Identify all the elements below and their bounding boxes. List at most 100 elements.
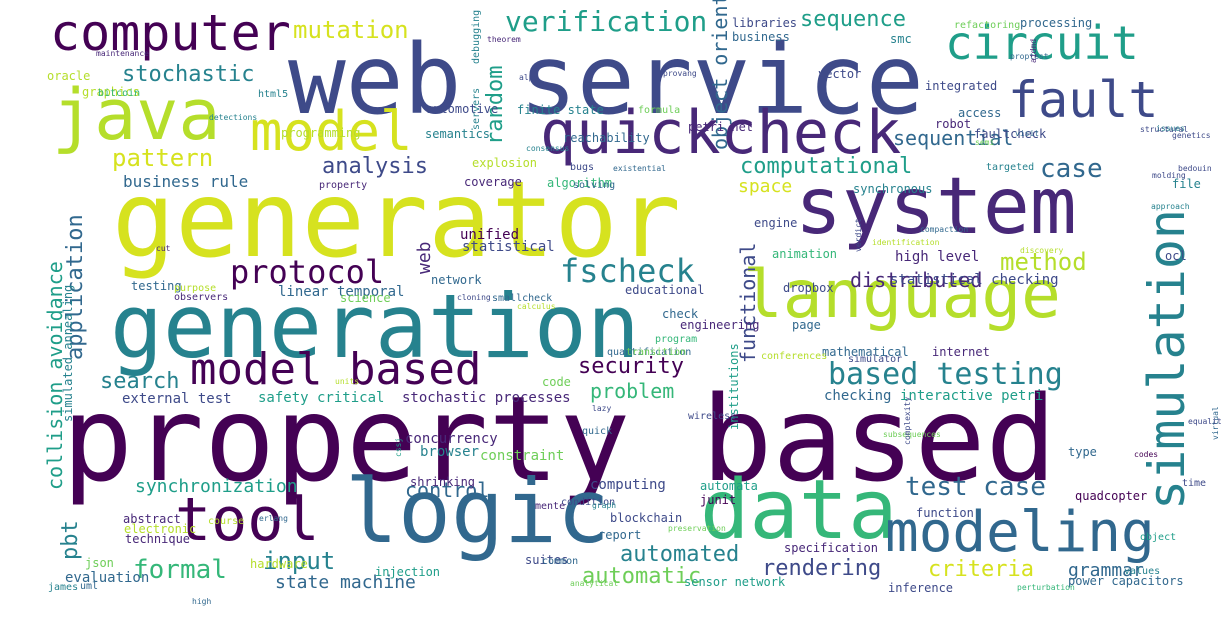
word-distributed: distributed bbox=[850, 268, 983, 292]
word-values: values bbox=[1124, 566, 1161, 577]
word-complexity: complexity bbox=[903, 396, 912, 445]
word-structural: structural bbox=[1140, 125, 1189, 134]
word-semi: semi bbox=[975, 138, 995, 147]
word-logic: logic bbox=[345, 460, 610, 563]
word-programming: programming bbox=[281, 126, 361, 140]
word-json: json bbox=[85, 556, 114, 570]
word-interactive-petri: interactive petri bbox=[900, 388, 1044, 404]
word-debugging: debugging bbox=[471, 9, 482, 64]
word-model-based: model based bbox=[190, 344, 482, 395]
word-code: code bbox=[542, 375, 571, 389]
word-targeted: targeted bbox=[986, 162, 1035, 173]
word-graph: graph bbox=[592, 501, 617, 510]
word-codes: codes bbox=[1134, 450, 1159, 459]
word-preservation: preservation bbox=[668, 524, 726, 533]
word-bugs: bugs bbox=[570, 162, 595, 173]
word-automata: automata bbox=[700, 479, 758, 493]
word-verdict: verdict bbox=[854, 218, 863, 252]
word-proptest: proptest bbox=[1010, 52, 1049, 61]
word-simulator: simulator bbox=[848, 354, 903, 365]
word-evaluation: evaluation bbox=[65, 570, 150, 586]
word-lazy: lazy bbox=[592, 404, 612, 413]
word-dropbox: dropbox bbox=[783, 281, 834, 295]
word-stochastic-processes: stochastic processes bbox=[402, 390, 571, 406]
word-protocol: protocol bbox=[230, 253, 385, 291]
word-inference: inference bbox=[888, 581, 954, 595]
word-object: object bbox=[1140, 532, 1177, 543]
word-semantics: semantics bbox=[425, 127, 491, 141]
word-model: model bbox=[250, 100, 413, 163]
word-high-level: high level bbox=[895, 249, 980, 265]
word-uml: uml bbox=[80, 581, 99, 592]
word-analytical: analytical bbox=[570, 579, 619, 588]
word-automatic: automatic bbox=[582, 564, 702, 589]
word-junit: junit bbox=[700, 493, 737, 507]
word-james: james bbox=[48, 582, 79, 593]
word-based-testing: based testing bbox=[828, 357, 1063, 392]
word-coverage: coverage bbox=[464, 175, 522, 189]
word-state-machine: state machine bbox=[275, 572, 416, 593]
word-maintenance: maintenance bbox=[96, 49, 149, 58]
word-bitcoin: bitcoin bbox=[98, 88, 141, 99]
word-compaction: compaction bbox=[920, 225, 969, 234]
word-automotive: automotive bbox=[426, 102, 499, 116]
word-specification: specification bbox=[784, 541, 878, 555]
word-external-test: external test bbox=[122, 391, 232, 407]
word-abstract: abstract bbox=[123, 512, 181, 526]
word-tool: tool bbox=[175, 485, 320, 555]
word-unified: unified bbox=[460, 227, 520, 243]
word-ocl: ocl bbox=[1165, 249, 1187, 263]
word-input: input bbox=[263, 547, 336, 575]
word-concurrency: concurrency bbox=[405, 431, 498, 447]
word-page: page bbox=[792, 318, 821, 332]
word-aidmd: aidmd bbox=[1029, 38, 1038, 63]
word-space: space bbox=[738, 176, 793, 197]
word-molding: molding bbox=[1152, 171, 1186, 180]
word-engine: engine bbox=[754, 216, 798, 230]
word-synchronous: synchronous bbox=[853, 182, 933, 196]
word-integrated: integrated bbox=[925, 79, 998, 93]
word-web-service: web service bbox=[288, 24, 924, 136]
word-method: method bbox=[1000, 248, 1087, 276]
word-safety-critical: safety critical bbox=[258, 390, 385, 406]
word-verification: verification bbox=[505, 5, 708, 38]
word-faultcheck: faultcheck bbox=[974, 127, 1047, 141]
word-servers: servers bbox=[471, 87, 482, 130]
word-condition: condition bbox=[561, 497, 616, 508]
word-solving: solving bbox=[573, 180, 616, 191]
word-approach: approach bbox=[1151, 202, 1190, 211]
word-power-capacitors: power capacitors bbox=[1068, 574, 1184, 588]
word-control: control bbox=[405, 478, 490, 502]
word-cssj: cssj bbox=[394, 437, 403, 457]
word-calculus: calculus bbox=[517, 302, 556, 311]
word-algorithm: algorithm bbox=[547, 176, 613, 190]
word-time: time bbox=[1182, 478, 1207, 489]
word-existential: existential bbox=[613, 164, 666, 173]
word-technique: technique bbox=[125, 532, 191, 546]
word-mente: mente bbox=[535, 501, 566, 512]
word-purpose: purpose bbox=[174, 283, 217, 294]
word-graphics: graphics bbox=[82, 85, 140, 99]
word-transition: transition bbox=[626, 347, 687, 358]
word-genetics: genetics bbox=[1172, 131, 1211, 140]
word-access: access bbox=[958, 106, 1002, 120]
word-explosion: explosion bbox=[472, 156, 538, 170]
word-stochastic: stochastic bbox=[122, 62, 255, 87]
word-refactoring: refactoring bbox=[954, 20, 1021, 31]
word-suites: suites bbox=[525, 553, 569, 567]
word-statistical-checking: statistical checking bbox=[890, 272, 1059, 288]
word-erlang: erlang bbox=[259, 514, 288, 523]
word-search: search bbox=[100, 369, 180, 394]
word-criteria: criteria bbox=[928, 557, 1034, 582]
word-automated: automated bbox=[620, 542, 740, 567]
word-hardware: hardware bbox=[250, 557, 308, 571]
word-sequence: sequence bbox=[800, 7, 906, 32]
word-computational: computational bbox=[740, 154, 913, 179]
word-function: function bbox=[916, 506, 974, 520]
word-browser: browser bbox=[420, 444, 480, 460]
word-type: type bbox=[1068, 445, 1097, 459]
word-pbt: pbt bbox=[58, 520, 83, 560]
word-generation: generation bbox=[110, 275, 640, 378]
word-linear-temporal: linear temporal bbox=[278, 284, 405, 300]
